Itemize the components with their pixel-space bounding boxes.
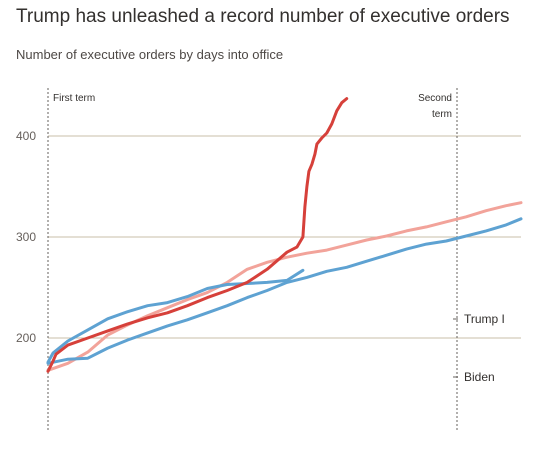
chart-title: Trump has unleashed a record number of e… [16, 6, 510, 27]
series-lines [46, 97, 523, 373]
series-line [46, 268, 305, 364]
gridlines: 200 300 400 [16, 129, 521, 345]
term-markers: First term Second term [47, 88, 458, 432]
y-tick-label: 300 [16, 230, 36, 244]
chart-subtitle: Number of executive orders by days into … [16, 47, 284, 62]
series-line [46, 217, 523, 365]
series-label: Trump I [464, 312, 505, 326]
y-tick-label: 400 [16, 129, 36, 143]
y-tick-label: 200 [16, 331, 36, 345]
series-labels: Trump I Biden [453, 312, 505, 384]
series-line [46, 97, 349, 373]
term-marker-label: term [432, 109, 452, 120]
term-marker-label: First term [53, 93, 95, 104]
series-label: Biden [464, 370, 495, 384]
term-marker-label: Second [418, 93, 452, 104]
